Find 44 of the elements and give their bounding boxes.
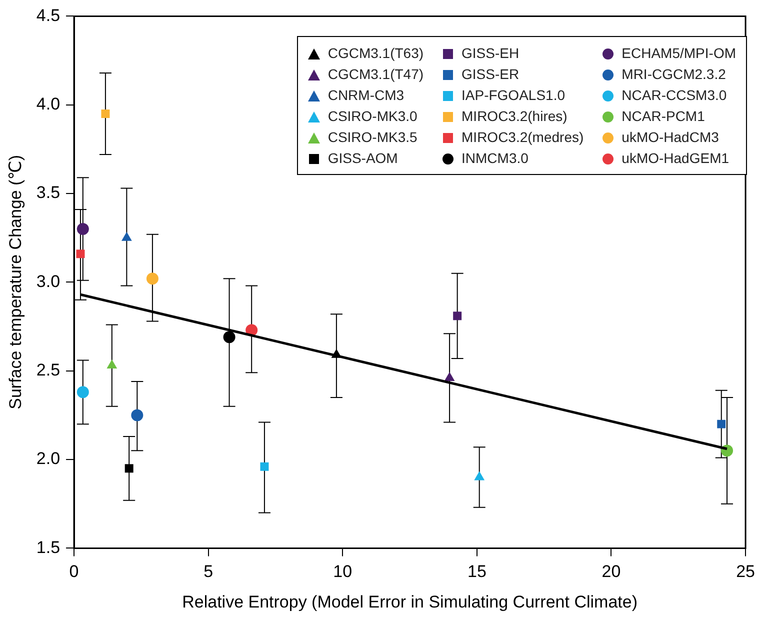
y-tick-label: 4.5 — [36, 6, 60, 25]
x-tick-label: 15 — [467, 562, 486, 582]
y-tick-label: 4.0 — [36, 94, 60, 114]
legend-label: CGCM3.1(T63) — [328, 45, 424, 61]
legend-label: IAP-FGOALS1.0 — [462, 87, 565, 103]
y-tick-label: 2.5 — [36, 360, 60, 380]
point — [101, 109, 110, 118]
point — [131, 409, 144, 422]
point — [453, 312, 462, 320]
legend-label: GISS-EH — [462, 45, 520, 61]
point — [474, 471, 485, 480]
legend-label: ECHAM5/MPI-OM — [622, 45, 736, 61]
legend-label: INMCM3.0 — [462, 150, 528, 166]
legend-label: MIROC3.2(hires) — [462, 108, 568, 124]
point — [124, 464, 134, 473]
legend-label: NCAR-PCM1 — [622, 108, 705, 124]
y-tick-label: 3.5 — [36, 183, 60, 202]
legend-label: CSIRO-MK3.0 — [328, 108, 418, 124]
x-tick-label: 25 — [736, 562, 756, 582]
y-axis-title: Surface temperature Change (℃) — [6, 155, 25, 410]
legend-label: CSIRO-MK3.5 — [328, 129, 418, 145]
legend-label: CGCM3.1(T47) — [328, 66, 424, 82]
x-axis-title: Relative Entropy (Model Error in Simulating Current Climate) — [182, 592, 638, 612]
legend-label: NCAR-CCSM3.0 — [622, 87, 727, 103]
point — [717, 420, 726, 428]
x-tick-label: 20 — [602, 562, 621, 582]
x-tick-label: 10 — [333, 562, 352, 582]
y-tick-label: 2.0 — [36, 449, 60, 468]
legend-label: MRI-CGCM2.3.2 — [622, 66, 726, 82]
y-tick-label: 1.5 — [36, 538, 60, 557]
legend-label: GISS-ER — [462, 66, 520, 82]
point — [146, 272, 158, 285]
legend-label: ukMO-HadCM3 — [622, 129, 719, 145]
legend-label: CNRM-CM3 — [328, 87, 404, 103]
point — [106, 360, 118, 369]
legend-label: GISS-AOM — [328, 150, 398, 166]
legend-label: MIROC3.2(medres) — [462, 129, 584, 145]
x-tick-label: 0 — [69, 562, 79, 582]
point — [76, 386, 89, 398]
point — [223, 331, 236, 344]
x-tick-label: 5 — [204, 562, 214, 582]
legend-label: ukMO-HadGEM1 — [622, 150, 730, 166]
y-tick-label: 3.0 — [36, 272, 60, 291]
point — [260, 462, 269, 471]
